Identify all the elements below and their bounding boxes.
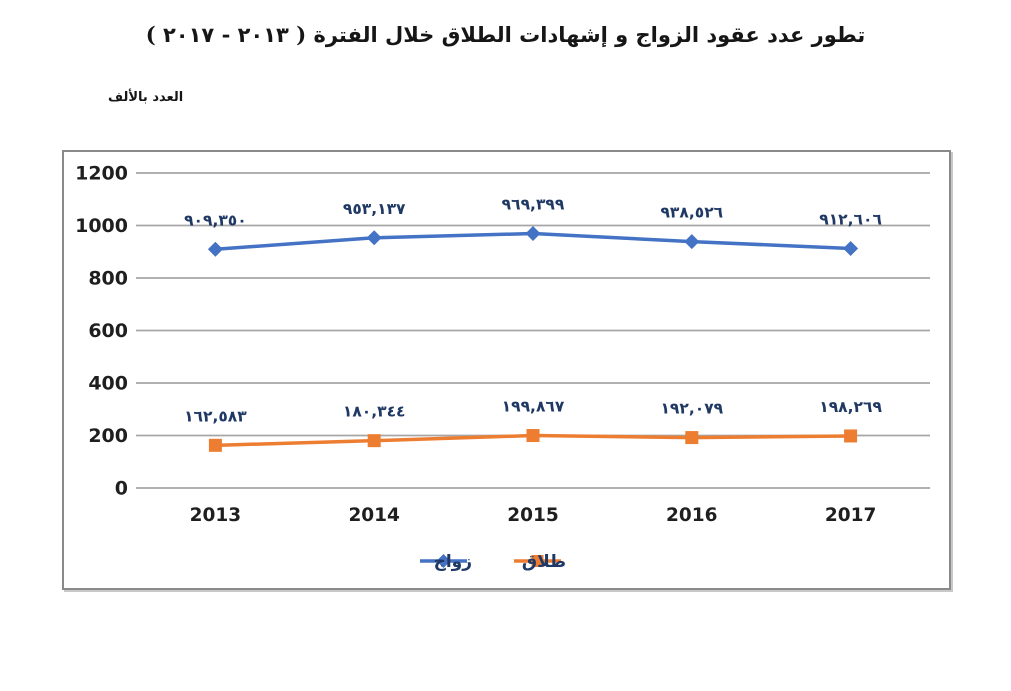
line-chart: 0 200 400 600 800 1000 1200 2013 2014 2015 2016 201… <box>75 163 930 572</box>
x-axis-tick-label: 2016 <box>666 505 718 526</box>
data-label: ١٩٢,٠٧٩ <box>660 400 723 418</box>
series-0-point-marker <box>843 240 859 256</box>
series-0-point-marker <box>684 234 700 250</box>
data-label: ٩٠٩,٣٥٠ <box>184 211 247 229</box>
y-axis-tick-label: 800 <box>88 268 128 290</box>
data-label: ٩٣٨,٥٢٦ <box>660 204 723 222</box>
data-label: ١٩٨,٢٦٩ <box>819 398 882 416</box>
series-1-point-marker <box>526 429 540 443</box>
data-label: ١٦٢,٥٨٣ <box>184 407 247 425</box>
legend-item-label-1: طلاق <box>522 552 566 572</box>
series-1-point-marker <box>844 429 858 443</box>
series-0-point-marker <box>207 241 223 257</box>
legend-key-marker-0 <box>436 554 451 568</box>
y-axis-unit-label: العدد بالألف <box>108 90 184 105</box>
data-label: ١٩٩,٨٦٧ <box>502 398 565 416</box>
y-axis-tick-label: 1200 <box>75 163 128 185</box>
data-label: ٩٥٣,١٣٧ <box>343 200 406 218</box>
x-axis-tick-label: 2015 <box>507 505 559 526</box>
y-axis-tick-label: 1000 <box>75 215 128 237</box>
y-axis-tick-label: 0 <box>115 478 128 500</box>
series-1-point-marker <box>367 434 381 448</box>
y-axis-tick-label: 400 <box>88 373 128 395</box>
data-label: ١٨٠,٣٤٤ <box>343 403 406 421</box>
legend-item-label-0: زواج <box>434 552 472 572</box>
data-label: ٩٦٩,٣٩٩ <box>502 196 565 214</box>
chart-frame: 0 200 400 600 800 1000 1200 2013 2014 2015 2016 201… <box>62 150 951 590</box>
y-axis-tick-label: 200 <box>88 425 128 447</box>
x-axis-tick-label: 2017 <box>825 505 877 526</box>
series-0-point-marker <box>525 226 541 242</box>
legend-key-marker-1 <box>531 555 544 567</box>
series-0-point-marker <box>366 230 382 246</box>
x-axis-tick-label: 2013 <box>190 505 242 526</box>
series-1-point-marker <box>685 431 699 445</box>
x-axis-tick-label: 2014 <box>348 505 400 526</box>
data-label: ٩١٢,٦٠٦ <box>819 210 882 228</box>
series-1-point-marker <box>208 438 222 452</box>
chart-title: تطور عدد عقود الزواج و إشهادات الطلاق خل… <box>145 22 866 47</box>
y-axis-tick-label: 600 <box>88 320 128 342</box>
